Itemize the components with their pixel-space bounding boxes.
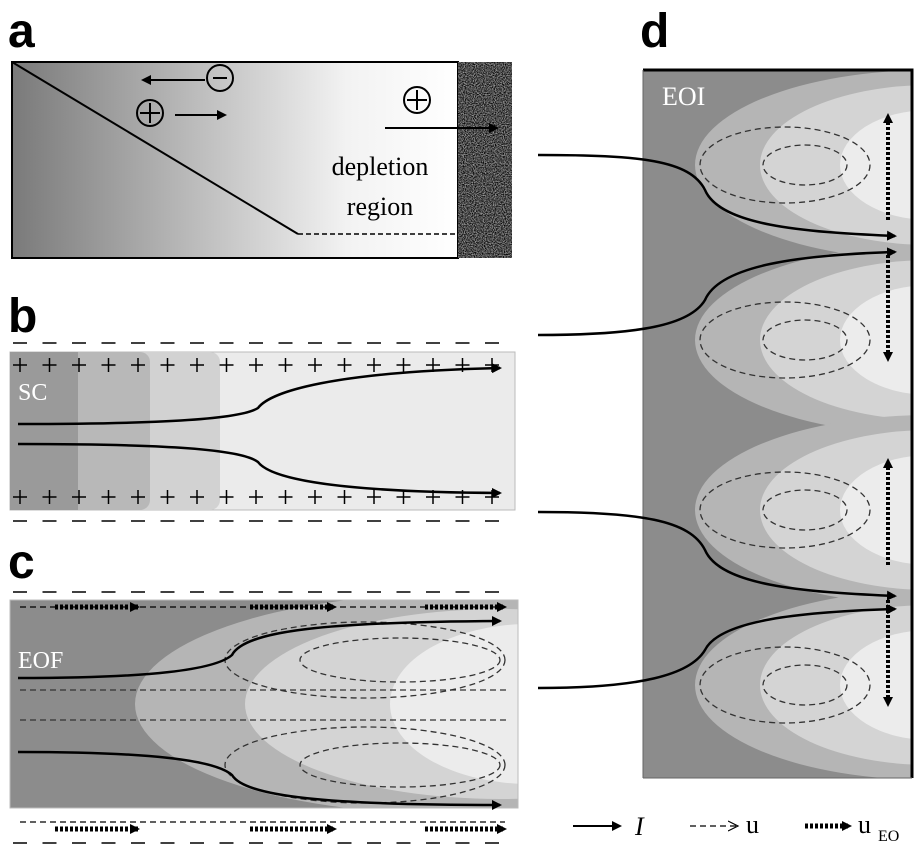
label: EOF xyxy=(18,648,63,674)
label: c xyxy=(8,536,35,589)
label: d xyxy=(640,5,669,58)
label: b xyxy=(8,290,37,343)
label: depletion xyxy=(332,152,429,181)
label: I xyxy=(634,812,645,841)
ellipse-shape xyxy=(390,624,670,784)
label: a xyxy=(8,5,35,58)
label: SC xyxy=(18,380,47,406)
rect-shape xyxy=(10,352,78,510)
label: u xyxy=(858,810,871,839)
label: EOI xyxy=(662,82,705,111)
rect-shape xyxy=(458,62,512,258)
label: u xyxy=(746,810,759,839)
figure: depletion region SC EOF EOI xyxy=(0,0,918,850)
label: EO xyxy=(878,828,899,845)
g-shape xyxy=(643,70,918,780)
label: region xyxy=(347,192,413,221)
